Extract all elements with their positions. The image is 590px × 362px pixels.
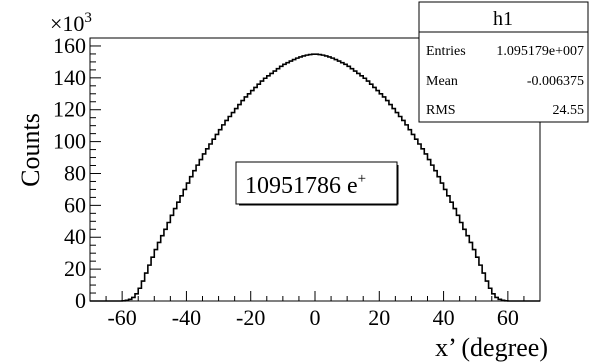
stats-mean-value: -0.006375 [527, 74, 584, 89]
x-tick-label: -40 [172, 305, 201, 330]
y-tick-label: 40 [64, 224, 86, 249]
y-axis-title: Counts [16, 113, 45, 187]
x-tick-label: 60 [497, 305, 519, 330]
y-tick-label: 100 [53, 129, 86, 154]
stats-entries-value: 1.095179e+007 [496, 44, 584, 59]
annotation-frame [235, 161, 398, 205]
y-tick-label: 80 [64, 160, 86, 185]
y-tick-label: 160 [53, 33, 86, 58]
stats-rms-label: RMS [426, 103, 456, 118]
stats-mean-label: Mean [426, 74, 458, 89]
axes [90, 37, 525, 302]
stats-box: h1 Entries 1.095179e+007 Mean -0.006375 … [418, 1, 589, 123]
x-tick-label: 20 [368, 305, 390, 330]
x-tick-label: -60 [107, 305, 136, 330]
x-tick-label: 0 [310, 305, 321, 330]
stats-entries-label: Entries [426, 44, 466, 59]
y-tick-label: 60 [64, 192, 86, 217]
histogram-line [90, 53, 540, 302]
x-tick-label: -20 [236, 305, 265, 330]
y-tick-label: 140 [53, 65, 86, 90]
x-axis-title: x’ (degree) [435, 333, 548, 362]
y-tick-label: 20 [64, 256, 86, 281]
annotation-text: 10951786 e+ [245, 171, 366, 199]
stats-frame [418, 1, 589, 123]
stats-rms-value: 24.55 [553, 103, 585, 118]
x-tick-label: 40 [433, 305, 455, 330]
histogram-bins [90, 53, 540, 302]
annotation-box: 10951786 e+ [235, 161, 399, 206]
stats-title: h1 [493, 8, 513, 30]
y-tick-label: 120 [53, 97, 86, 122]
tick-labels: -60 -40 -20 0 20 40 60 0 20 40 60 80 100 120 140 160 [53, 33, 519, 330]
y-tick-label: 0 [75, 288, 86, 313]
y-multiplier: ×103 [50, 10, 92, 36]
